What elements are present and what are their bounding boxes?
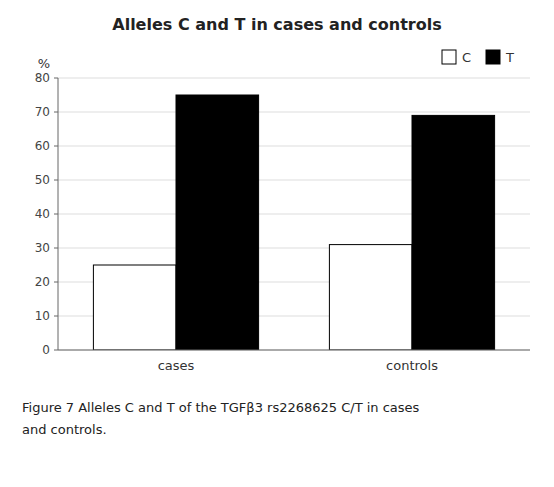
x-tick-label: controls <box>386 358 438 373</box>
x-axis <box>58 350 530 351</box>
legend: CT <box>442 50 514 65</box>
bar <box>412 115 495 350</box>
grid-line <box>58 78 530 79</box>
caption: Figure 7 Alleles C and T of the TGFβ3 rs… <box>22 400 420 415</box>
bar <box>329 245 412 350</box>
bar <box>176 95 259 350</box>
y-tick-label: 20 <box>35 275 50 289</box>
y-axis <box>58 78 59 350</box>
chart: Alleles C and T in cases and controls% 0 1… <box>0 0 554 487</box>
grid-line <box>58 350 530 351</box>
y-tick <box>54 282 58 283</box>
y-tick <box>54 316 58 317</box>
y-tick <box>54 350 58 351</box>
title: Alleles C and T in cases and controls <box>112 15 441 34</box>
legend-label: T <box>505 50 514 65</box>
y-tick-label: 60 <box>35 139 50 153</box>
y-tick-label: 40 <box>35 207 50 221</box>
y-tick <box>54 214 58 215</box>
x-tick-label: cases <box>158 358 195 373</box>
bar <box>93 265 176 350</box>
y-tick <box>54 78 58 79</box>
grid <box>58 78 530 350</box>
y-tick-label: 80 <box>35 71 50 85</box>
caption: and controls. <box>22 422 107 437</box>
legend-label: C <box>462 50 471 65</box>
y-tick-label: 0 <box>42 343 50 357</box>
y-tick <box>54 180 58 181</box>
y-tick <box>54 248 58 249</box>
y-tick-label: 10 <box>35 309 50 323</box>
y-label: % <box>38 56 50 71</box>
grid-line <box>58 112 530 113</box>
y-tick-label: 30 <box>35 241 50 255</box>
y-tick-label: 70 <box>35 105 50 119</box>
y-tick-label: 50 <box>35 173 50 187</box>
y-tick <box>54 112 58 113</box>
legend-swatch <box>442 50 456 64</box>
y-tick <box>54 146 58 147</box>
legend-swatch <box>486 50 500 64</box>
bars <box>93 95 494 350</box>
